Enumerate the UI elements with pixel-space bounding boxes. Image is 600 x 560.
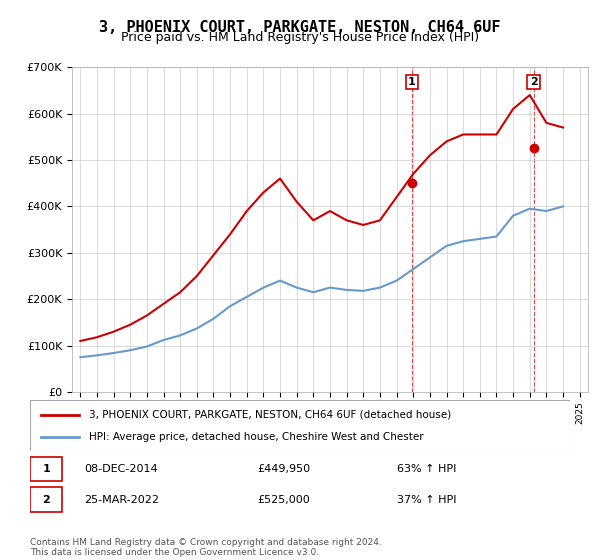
FancyBboxPatch shape (30, 400, 570, 451)
Text: 2: 2 (530, 77, 538, 87)
Text: 3, PHOENIX COURT, PARKGATE, NESTON, CH64 6UF (detached house): 3, PHOENIX COURT, PARKGATE, NESTON, CH64… (89, 409, 452, 419)
Text: 63% ↑ HPI: 63% ↑ HPI (397, 464, 457, 474)
Text: 3, PHOENIX COURT, PARKGATE, NESTON, CH64 6UF: 3, PHOENIX COURT, PARKGATE, NESTON, CH64… (99, 20, 501, 35)
Text: 2: 2 (43, 495, 50, 505)
Text: Price paid vs. HM Land Registry's House Price Index (HPI): Price paid vs. HM Land Registry's House … (121, 31, 479, 44)
Text: Contains HM Land Registry data © Crown copyright and database right 2024.
This d: Contains HM Land Registry data © Crown c… (30, 538, 382, 557)
Text: 08-DEC-2014: 08-DEC-2014 (84, 464, 158, 474)
Text: £449,950: £449,950 (257, 464, 310, 474)
Text: 25-MAR-2022: 25-MAR-2022 (84, 495, 159, 505)
Text: 37% ↑ HPI: 37% ↑ HPI (397, 495, 457, 505)
Text: £525,000: £525,000 (257, 495, 310, 505)
Text: 1: 1 (408, 77, 416, 87)
FancyBboxPatch shape (30, 457, 62, 481)
Text: 1: 1 (43, 464, 50, 474)
Text: HPI: Average price, detached house, Cheshire West and Chester: HPI: Average price, detached house, Ches… (89, 432, 424, 442)
FancyBboxPatch shape (30, 487, 62, 512)
